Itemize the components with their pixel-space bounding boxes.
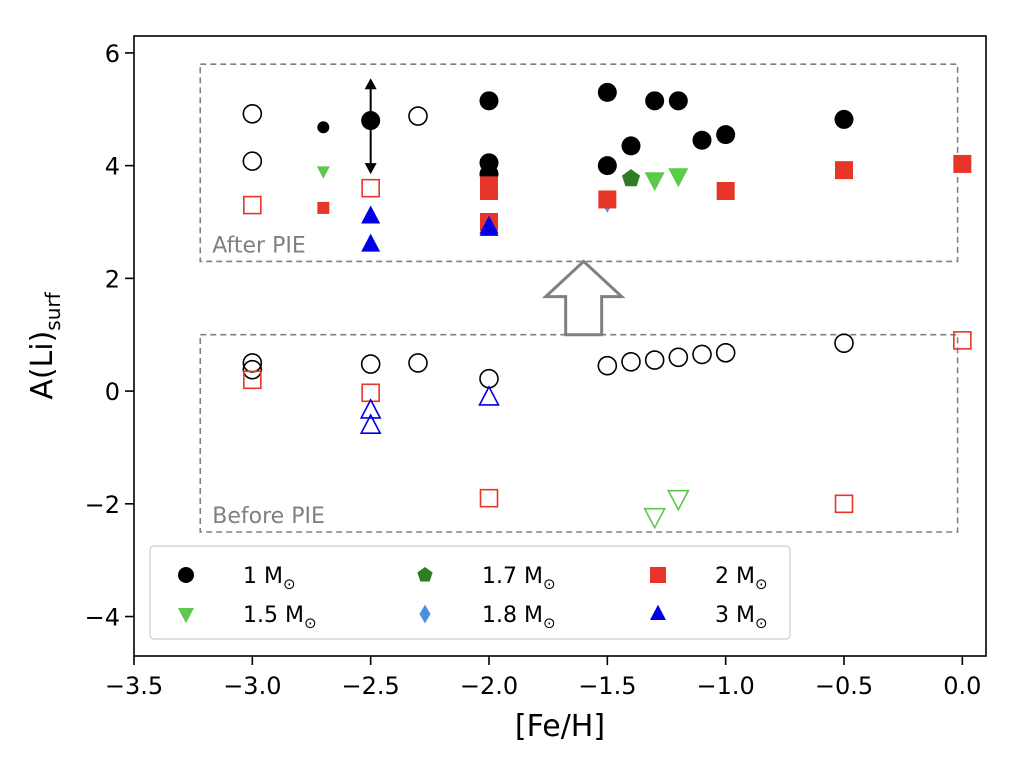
- point-after-pie-open: [408, 106, 428, 126]
- y-axis-label-main: A(Li): [25, 331, 60, 400]
- before-box-frame: [199, 333, 959, 533]
- point-after-pie-open: [242, 103, 263, 124]
- annotation-boxes: After PIE Before PIE: [199, 63, 959, 533]
- point-after-pie-open: [242, 151, 263, 171]
- point-after-pie: [479, 217, 499, 236]
- point-before-pie: [692, 344, 712, 365]
- series-3-m: [359, 205, 500, 434]
- y-axis-label: A(Li)surf: [25, 291, 65, 399]
- point-after-pie: [479, 91, 499, 111]
- legend-marker-triangle-up: [650, 604, 666, 620]
- point-after-pie: [317, 201, 330, 214]
- point-before-pie: [479, 488, 499, 508]
- x-tick-label: −2.0: [460, 672, 518, 700]
- x-tick-label: 0.0: [943, 672, 981, 700]
- point-after-pie: [716, 125, 736, 145]
- point-before-pie: [644, 350, 665, 370]
- point-after-pie: [716, 182, 735, 200]
- point-after-pie: [644, 172, 665, 192]
- point-before-pie: [834, 494, 854, 514]
- point-after-pie: [480, 182, 498, 200]
- point-after-pie: [598, 190, 617, 209]
- point-after-pie: [621, 169, 641, 187]
- point-after-pie: [597, 82, 617, 102]
- legend-label: 2 M⊙: [715, 564, 768, 593]
- point-after-pie: [621, 136, 641, 156]
- y-tick-label: 6: [105, 40, 120, 68]
- pie-arrow-icon: [541, 259, 626, 337]
- y-tick-label: 0: [105, 378, 120, 406]
- before-box-label: Before PIE: [212, 504, 325, 529]
- plot-frame: [133, 35, 987, 657]
- legend-marker-triangle-down: [178, 608, 194, 624]
- point-before-pie: [359, 398, 382, 419]
- y-tick-label: 4: [105, 153, 120, 181]
- point-after-pie: [835, 161, 853, 180]
- point-before-pie: [834, 333, 854, 353]
- legend-marker-diamond: [419, 604, 431, 624]
- legend-marker-circle: [178, 567, 194, 583]
- x-tick-label: −2.5: [342, 672, 400, 700]
- y-tick-label: −4: [85, 604, 120, 632]
- point-before-pie: [243, 370, 262, 390]
- legend-label: 1.8 M⊙: [482, 603, 556, 632]
- point-after-pie: [668, 91, 688, 111]
- point-before-pie: [953, 331, 972, 350]
- point-before-pie: [408, 353, 428, 373]
- legend: 1 M⊙ 1.7 M⊙ 2 M⊙ 1.5 M⊙ 1.8 M⊙ 3 M⊙: [149, 545, 791, 640]
- after-box-label: After PIE: [212, 233, 305, 258]
- data-points: [242, 78, 972, 530]
- x-axis-label: [Fe/H]: [515, 709, 605, 744]
- y-tick-label: 2: [105, 265, 120, 293]
- point-after-pie: [597, 156, 617, 176]
- point-before-pie: [478, 385, 500, 406]
- series-1-m: [242, 82, 854, 389]
- legend-label: 1.7 M⊙: [482, 564, 556, 593]
- point-after-pie: [953, 154, 972, 173]
- x-tick-label: −3.0: [223, 672, 281, 700]
- point-before-pie: [667, 489, 690, 512]
- axes: [133, 35, 987, 657]
- point-after-pie: [361, 205, 381, 224]
- range-double-arrow: [364, 78, 377, 175]
- point-after-pie-open: [243, 195, 262, 215]
- x-tick-label: −0.5: [815, 672, 873, 700]
- y-axis-label-sub: surf: [41, 291, 65, 330]
- point-after-pie: [668, 168, 689, 188]
- point-after-pie: [645, 91, 665, 111]
- point-before-pie: [360, 354, 381, 374]
- point-before-pie: [479, 368, 499, 389]
- point-before-pie: [643, 507, 666, 530]
- point-after-pie: [317, 121, 330, 134]
- point-before-pie: [715, 342, 736, 363]
- point-after-pie: [316, 166, 330, 179]
- point-before-pie: [359, 413, 382, 434]
- point-after-pie: [692, 130, 712, 150]
- x-tick-label: −3.5: [105, 672, 163, 700]
- legend-label: 1 M⊙: [243, 564, 296, 593]
- series-1p5-m: [316, 166, 690, 530]
- point-before-pie: [597, 355, 618, 376]
- legend-label: 1.5 M⊙: [243, 603, 317, 632]
- point-after-pie-open: [361, 178, 380, 198]
- point-before-pie: [242, 359, 263, 380]
- y-tick-label: −2: [85, 491, 120, 519]
- legend-label: 3 M⊙: [715, 603, 768, 632]
- series-1p7-m: [621, 169, 641, 187]
- point-after-pie: [361, 233, 381, 252]
- point-before-pie: [668, 347, 689, 368]
- x-tick-label: −1.0: [697, 672, 755, 700]
- legend-marker-square: [650, 567, 666, 583]
- legend-marker-pentagon: [417, 567, 433, 582]
- point-before-pie: [621, 351, 641, 372]
- ticks: −3.5 −3.0 −2.5 −2.0 −1.5 −1.0 −0.5 0.0 6 4 2 0 −2 −4: [85, 40, 982, 700]
- legend-frame: [149, 545, 791, 640]
- x-tick-label: −1.5: [578, 672, 636, 700]
- point-after-pie: [834, 109, 854, 129]
